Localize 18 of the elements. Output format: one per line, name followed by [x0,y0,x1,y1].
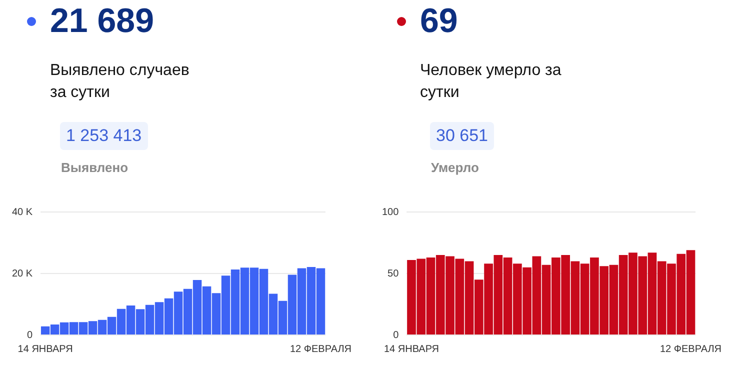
text: Умерло [431,160,479,175]
chart-title: 69 [420,2,458,41]
chart-subtitle: Выявлено случаев за сутки [50,61,190,103]
text: Выявлено [61,160,128,175]
chart-subtitle: Человек умерло за сутки [420,61,562,103]
y-tick-label: 0 [27,330,34,341]
text: 1 253 413 [60,122,148,150]
chart-title: 21 689 [50,2,154,41]
x-tick-label: 12 ФЕВРАЛЯ [660,344,722,355]
y-tick-label: 0 [393,330,400,341]
x-tick-label: 14 ЯНВАРЯ [18,344,73,355]
text: 30 651 [430,122,494,150]
y-tick-label: 50 [388,268,400,280]
x-tick-label: 12 ФЕВРАЛЯ [290,344,352,355]
y-tick-label: 20 K [12,268,33,280]
y-tick-label: 40 K [12,206,33,218]
y-tick-label: 100 [382,206,400,218]
x-tick-label: 14 ЯНВАРЯ [384,344,440,355]
